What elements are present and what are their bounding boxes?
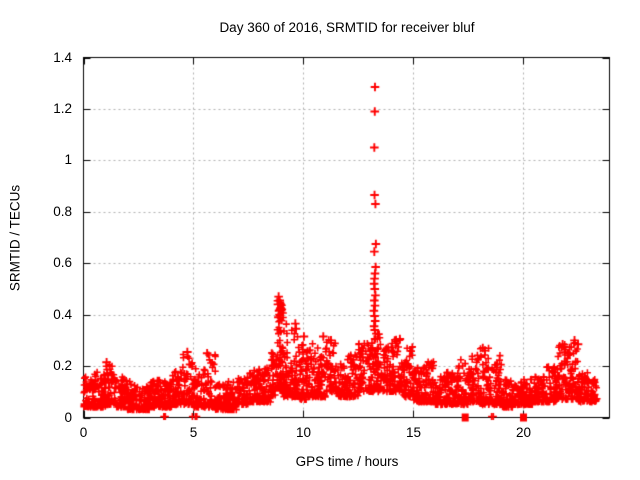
- x-tick-label: 10: [295, 425, 311, 440]
- y-axis-label: SRMTID / TECUs: [7, 184, 23, 292]
- y-tick-label: 0.6: [53, 255, 72, 271]
- y-tick-label: 1.4: [53, 49, 72, 65]
- x-tick-label: 0: [79, 425, 88, 440]
- y-tick-label: 0.4: [53, 306, 72, 322]
- y-tick-label: 0: [64, 409, 72, 425]
- y-tick-label: 0.8: [53, 203, 72, 219]
- x-tick-label: 20: [515, 425, 531, 440]
- x-tick-label: 5: [189, 425, 198, 440]
- y-tick-label: 1: [64, 152, 72, 168]
- y-tick-label: 1.2: [53, 100, 72, 116]
- x-tick-label: 15: [405, 425, 421, 440]
- chart-title: Day 360 of 2016, SRMTID for receiver blu…: [219, 20, 475, 35]
- x-axis-label: GPS time / hours: [295, 454, 399, 469]
- y-tick-label: 0.2: [53, 358, 72, 374]
